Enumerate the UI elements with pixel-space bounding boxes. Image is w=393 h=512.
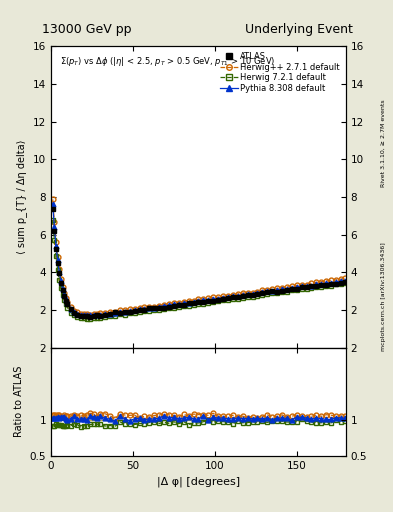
- X-axis label: |Δ φ| [degrees]: |Δ φ| [degrees]: [157, 476, 240, 486]
- Text: $\Sigma(p_T)$ vs $\Delta\phi$ ($|\eta|$ < 2.5, $p_T$ > 0.5 GeV, $p_{T1}$ > 10 Ge: $\Sigma(p_T)$ vs $\Delta\phi$ ($|\eta|$ …: [60, 55, 275, 68]
- Y-axis label: Ratio to ATLAS: Ratio to ATLAS: [14, 366, 24, 437]
- Text: Rivet 3.1.10, ≥ 2.7M events: Rivet 3.1.10, ≥ 2.7M events: [381, 99, 386, 187]
- Text: Underlying Event: Underlying Event: [245, 23, 353, 36]
- Legend: ATLAS, Herwig++ 2.7.1 default, Herwig 7.2.1 default, Pythia 8.308 default: ATLAS, Herwig++ 2.7.1 default, Herwig 7.…: [218, 50, 342, 95]
- Y-axis label: ⟨ sum p_{T} / Δη delta⟩: ⟨ sum p_{T} / Δη delta⟩: [17, 140, 28, 254]
- Text: mcplots.cern.ch [arXiv:1306.3436]: mcplots.cern.ch [arXiv:1306.3436]: [381, 243, 386, 351]
- Text: 13000 GeV pp: 13000 GeV pp: [42, 23, 131, 36]
